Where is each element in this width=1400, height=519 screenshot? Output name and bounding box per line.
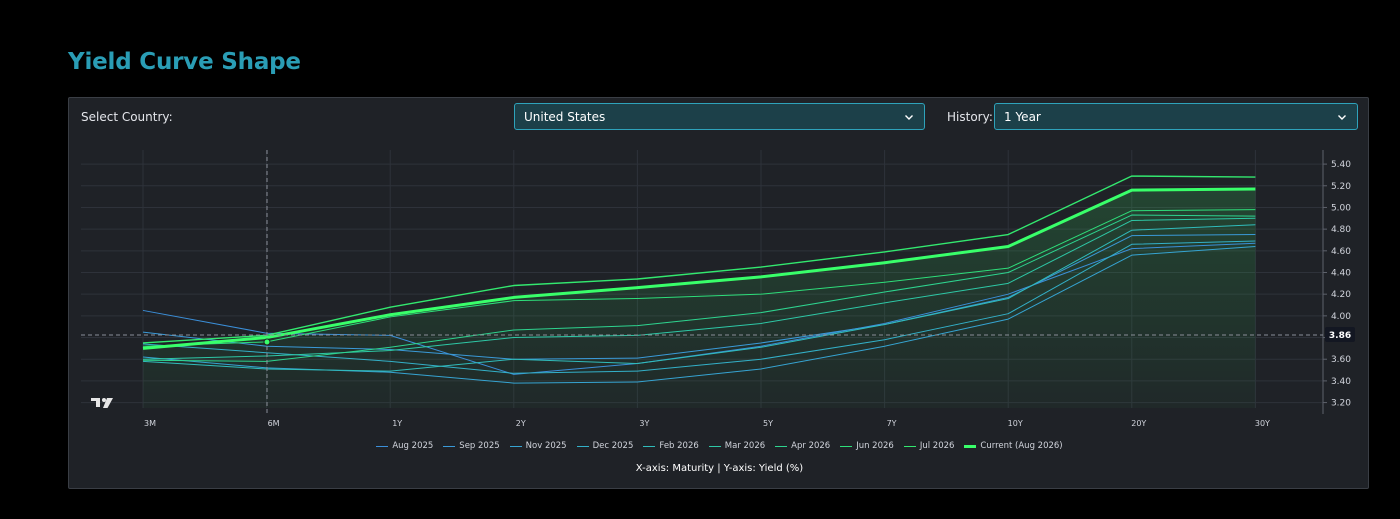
axis-caption: X-axis: Maturity | Y-axis: Yield (%) bbox=[635, 463, 804, 474]
legend-swatch bbox=[708, 445, 721, 447]
x-tick-label: 5Y bbox=[763, 419, 773, 428]
legend-label: Aug 2025 bbox=[392, 441, 434, 451]
legend-item[interactable]: Mar 2026 bbox=[708, 441, 766, 451]
crosshair-price-box bbox=[1325, 327, 1355, 342]
tradingview-logo[interactable] bbox=[91, 398, 113, 408]
x-tick-label: 3M bbox=[144, 419, 156, 428]
page-title: Yield Curve Shape bbox=[68, 49, 301, 75]
y-tick-label: 5.00 bbox=[1331, 203, 1351, 213]
chart-legend: Aug 2025 Sep 2025 Nov 2025 Dec 2025 Feb 2026… bbox=[69, 441, 1370, 451]
chevron-down-icon bbox=[905, 114, 913, 120]
legend-item[interactable]: Dec 2025 bbox=[576, 441, 634, 451]
legend-swatch bbox=[643, 445, 656, 447]
y-tick-label: 3.20 bbox=[1331, 399, 1351, 409]
x-tick-label: 1Y bbox=[392, 419, 402, 428]
series-line-0[interactable] bbox=[142, 242, 1256, 375]
legend-swatch bbox=[775, 445, 788, 447]
chevron-down-icon bbox=[1338, 114, 1346, 120]
history-label: History: bbox=[947, 110, 993, 124]
legend-item[interactable]: Apr 2026 bbox=[775, 441, 830, 451]
legend-label: Jul 2026 bbox=[919, 441, 955, 451]
y-tick-label: 4.40 bbox=[1331, 268, 1351, 278]
legend-label: Jun 2026 bbox=[856, 441, 894, 451]
y-tick-label: 4.60 bbox=[1331, 247, 1351, 257]
y-tick-label: 3.40 bbox=[1331, 377, 1351, 387]
y-tick-label: 5.20 bbox=[1331, 182, 1351, 192]
y-tick-label: 4.80 bbox=[1331, 225, 1351, 235]
country-label: Select Country: bbox=[81, 110, 173, 124]
x-tick-label: 7Y bbox=[887, 419, 897, 428]
legend-swatch bbox=[443, 445, 456, 447]
series-line-9[interactable] bbox=[142, 187, 1256, 350]
x-tick-label: 3Y bbox=[639, 419, 649, 428]
country-select-value: United States bbox=[524, 109, 606, 124]
series-line-6[interactable] bbox=[142, 214, 1256, 362]
yield-curve-chart[interactable]: 3.203.403.603.804.004.204.404.604.805.00… bbox=[69, 98, 1370, 438]
legend-swatch bbox=[576, 445, 589, 447]
y-tick-label: 4.00 bbox=[1331, 312, 1351, 322]
legend-item[interactable]: Current (Aug 2026) bbox=[964, 441, 1063, 451]
legend-item[interactable]: Sep 2025 bbox=[443, 441, 500, 451]
y-tick-label: 5.40 bbox=[1331, 160, 1351, 170]
legend-item[interactable]: Feb 2026 bbox=[643, 441, 699, 451]
legend-swatch bbox=[903, 445, 916, 447]
legend-swatch bbox=[509, 445, 522, 447]
legend-swatch bbox=[964, 444, 977, 448]
x-tick-label: 2Y bbox=[516, 419, 526, 428]
x-tick-label: 6M bbox=[268, 419, 280, 428]
legend-item[interactable]: Jul 2026 bbox=[903, 441, 955, 451]
legend-item[interactable]: Nov 2025 bbox=[509, 441, 567, 451]
legend-swatch bbox=[840, 445, 853, 447]
chart-panel: Select Country: United States History: 1… bbox=[68, 97, 1369, 489]
series-line-5[interactable] bbox=[142, 217, 1256, 360]
legend-label: Feb 2026 bbox=[659, 441, 699, 451]
series-line-4[interactable] bbox=[142, 224, 1256, 372]
legend-label: Sep 2025 bbox=[459, 441, 500, 451]
y-tick-label: 4.20 bbox=[1331, 290, 1351, 300]
legend-item[interactable]: Aug 2025 bbox=[376, 441, 433, 451]
history-select-value: 1 Year bbox=[1004, 109, 1041, 124]
legend-item[interactable]: Jun 2026 bbox=[840, 441, 894, 451]
legend-label: Apr 2026 bbox=[791, 441, 831, 451]
legend-swatch bbox=[376, 445, 389, 447]
x-tick-label: 10Y bbox=[1008, 419, 1023, 428]
series-line-7[interactable] bbox=[142, 209, 1256, 347]
y-tick-label: 3.60 bbox=[1331, 355, 1351, 365]
series-line-8[interactable] bbox=[142, 175, 1256, 344]
x-tick-label: 20Y bbox=[1131, 419, 1146, 428]
crosshair-price-label: 3.86 bbox=[1329, 331, 1351, 341]
current-area-fill bbox=[143, 189, 1256, 408]
legend-label: Dec 2025 bbox=[592, 441, 634, 451]
history-select[interactable]: 1 Year bbox=[994, 103, 1358, 130]
x-tick-label: 30Y bbox=[1255, 419, 1270, 428]
legend-label: Nov 2025 bbox=[525, 441, 567, 451]
series-line-3[interactable] bbox=[142, 240, 1256, 374]
series-line-1[interactable] bbox=[142, 234, 1256, 360]
crosshair-point bbox=[263, 338, 271, 346]
legend-label: Current (Aug 2026) bbox=[980, 441, 1063, 451]
country-select[interactable]: United States bbox=[514, 103, 925, 130]
legend-label: Mar 2026 bbox=[724, 441, 766, 451]
